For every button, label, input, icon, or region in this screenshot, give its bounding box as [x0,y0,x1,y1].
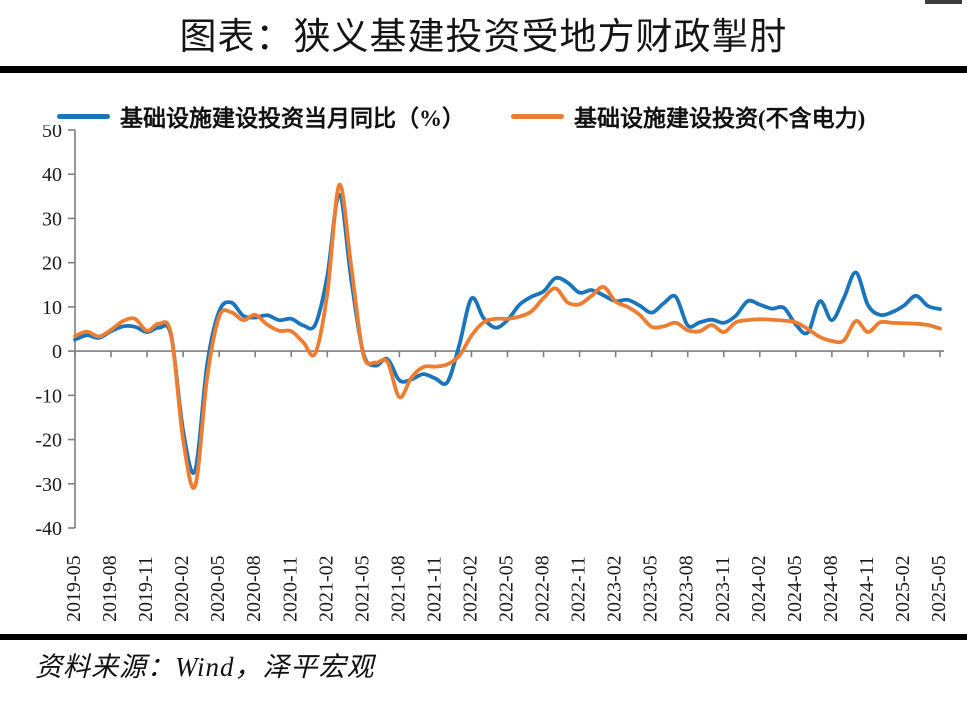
x-tick-label: 2020-11 [279,556,301,622]
y-tick-label: -20 [35,430,62,452]
x-tick-label: 2020-05 [207,555,229,622]
x-tick-label: 2024-08 [820,555,842,622]
x-tick-label: 2024-11 [856,556,878,622]
x-tick-label: 2022-02 [459,555,481,622]
source-note: 资料来源：Wind，泽平宏观 [35,652,375,682]
legend-item-infra-ex-power: 基础设施建设投资(不含电力) [511,99,865,133]
x-tick-label: 2020-02 [171,555,193,622]
x-tick-label: 2019-05 [63,555,85,622]
x-tick-label: 2020-08 [243,555,265,622]
series-line-infra-ex-power [73,182,942,490]
line-swatch-blue-icon [57,113,110,119]
x-axis: 2019-05 2019-08 2019-11 2020-02 2020-05 2020-… [63,350,950,622]
chart-title: 图表：狭义基建投资受地方财政掣肘 [179,17,788,58]
x-tick-label: 2023-05 [640,555,662,622]
x-tick-label: 2019-11 [135,556,157,622]
legend-label-infra-ex-power: 基础设施建设投资(不含电力) [574,106,866,131]
title-divider [0,66,967,73]
x-tick-label: 2025-05 [928,555,950,622]
y-tick-label: 20 [42,253,62,275]
y-tick-label: -40 [35,518,62,540]
legend-item-infra-yoy: 基础设施建设投资当月同比（%） [57,99,465,133]
x-tick-label: 2019-08 [99,555,121,622]
x-tick-label: 2023-08 [676,555,698,622]
footer-divider [0,634,967,640]
y-tick-label: -30 [35,474,62,496]
x-tick-label: 2022-05 [496,555,518,622]
y-tick-label: 30 [42,208,62,230]
series-line-infra-yoy [73,192,942,475]
x-tick-label: 2022-08 [532,555,554,622]
x-tick-label: 2024-05 [784,555,806,622]
y-tick-label: 50 [42,125,62,142]
x-tick-label: 2022-11 [568,556,590,622]
line-swatch-orange-icon [511,113,564,119]
x-tick-label: 2021-08 [387,555,409,622]
x-tick-label: 2024-02 [748,555,770,622]
top-right-marker [925,0,962,4]
x-tick-label: 2021-02 [315,555,337,622]
chart-legend: 基础设施建设投资当月同比（%） 基础设施建设投资(不含电力) [57,99,865,133]
x-tick-label: 2023-11 [712,556,734,622]
x-tick-label: 2021-05 [351,555,373,622]
y-tick-label: -10 [35,385,62,407]
y-tick-label: 10 [42,297,62,319]
y-tick-label: 40 [42,164,62,186]
y-tick-label: 0 [52,341,62,363]
x-tick-label: 2021-11 [423,556,445,622]
line-chart: 50 40 30 20 10 0 -10 -20 -30 -40 2019-05 2019-08 201… [0,120,967,631]
x-tick-label: 2023-02 [604,555,626,622]
y-axis: 50 40 30 20 10 0 -10 -20 -30 -40 [35,120,76,540]
legend-label-infra-yoy: 基础设施建设投资当月同比（%） [120,106,465,131]
x-tick-label: 2025-02 [892,555,914,622]
